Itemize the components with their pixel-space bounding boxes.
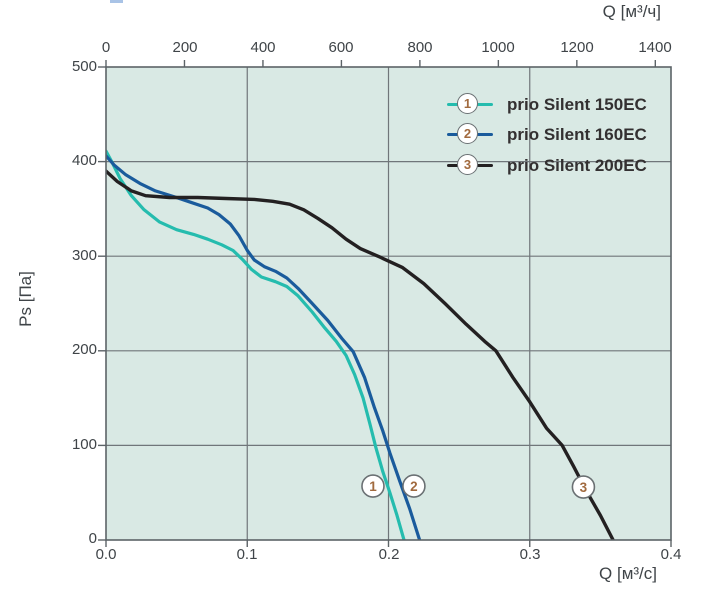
curve-number-2-icon <box>402 474 426 498</box>
curve-number-3-icon <box>571 475 596 499</box>
plot-border <box>105 66 672 541</box>
legend-item-label: prio Silent 150EC <box>507 94 647 114</box>
left-axis-tick-label: 400 <box>71 152 97 169</box>
top-axis-tick-label: 800 <box>407 39 433 56</box>
legend-item-prio-silent-160ec: 2 prio Silent 160EC <box>447 123 647 146</box>
bottom-axis-tick-label: 0.2 <box>378 546 400 563</box>
curve-number-1-icon: 1 <box>457 93 478 114</box>
bottom-axis-tick-label: 0.1 <box>236 546 258 563</box>
top-axis-tick-label: 600 <box>328 39 354 56</box>
top-axis-tick-label: 1200 <box>560 39 594 56</box>
curve-number-1-icon <box>361 474 385 498</box>
top-axis-tick-label: 0 <box>101 39 111 56</box>
left-axis-title: Ps [Па] <box>16 271 35 327</box>
bottom-axis-title: Q [м³/с] <box>599 564 657 583</box>
legend-marker: 1 <box>447 93 493 116</box>
left-axis-tick-label: 100 <box>71 436 97 453</box>
page-edge-artifact <box>110 0 123 3</box>
left-axis-tick-label: 300 <box>71 247 97 264</box>
curve-number-1-label: 1 <box>369 479 377 494</box>
legend-marker: 3 <box>447 154 493 177</box>
series-line-2 <box>106 154 422 540</box>
curve-number-3-icon: 3 <box>457 154 478 175</box>
top-axis-tick-label: 200 <box>172 39 198 56</box>
left-axis-tick-label: 200 <box>71 341 97 358</box>
top-axis-tick-label: 1400 <box>638 39 672 56</box>
bottom-axis-tick-label: 0.0 <box>95 546 117 563</box>
legend-item-prio-silent-150ec: 1 prio Silent 150EC <box>447 93 647 116</box>
bottom-axis-tick-label: 0.3 <box>519 546 541 563</box>
curve-number-3-label: 3 <box>580 480 588 495</box>
legend-item-label: prio Silent 160EC <box>507 124 647 144</box>
legend-item-prio-silent-200ec: 3 prio Silent 200EC <box>447 154 647 177</box>
left-axis-tick-label: 0 <box>88 530 97 547</box>
curve-number-2-icon: 2 <box>457 123 478 144</box>
legend-marker: 2 <box>447 123 493 146</box>
top-axis-title: Q [м³/ч] <box>602 2 661 21</box>
series-line-1 <box>106 149 406 540</box>
left-axis-tick-label: 500 <box>71 58 97 75</box>
top-axis-tick-label: 400 <box>250 39 276 56</box>
series-line-3 <box>106 169 615 540</box>
bottom-axis-tick-label: 0.4 <box>660 546 682 563</box>
curve-number-2-label: 2 <box>410 479 418 494</box>
legend-item-label: prio Silent 200EC <box>507 155 647 175</box>
top-axis-tick-label: 1000 <box>481 39 515 56</box>
